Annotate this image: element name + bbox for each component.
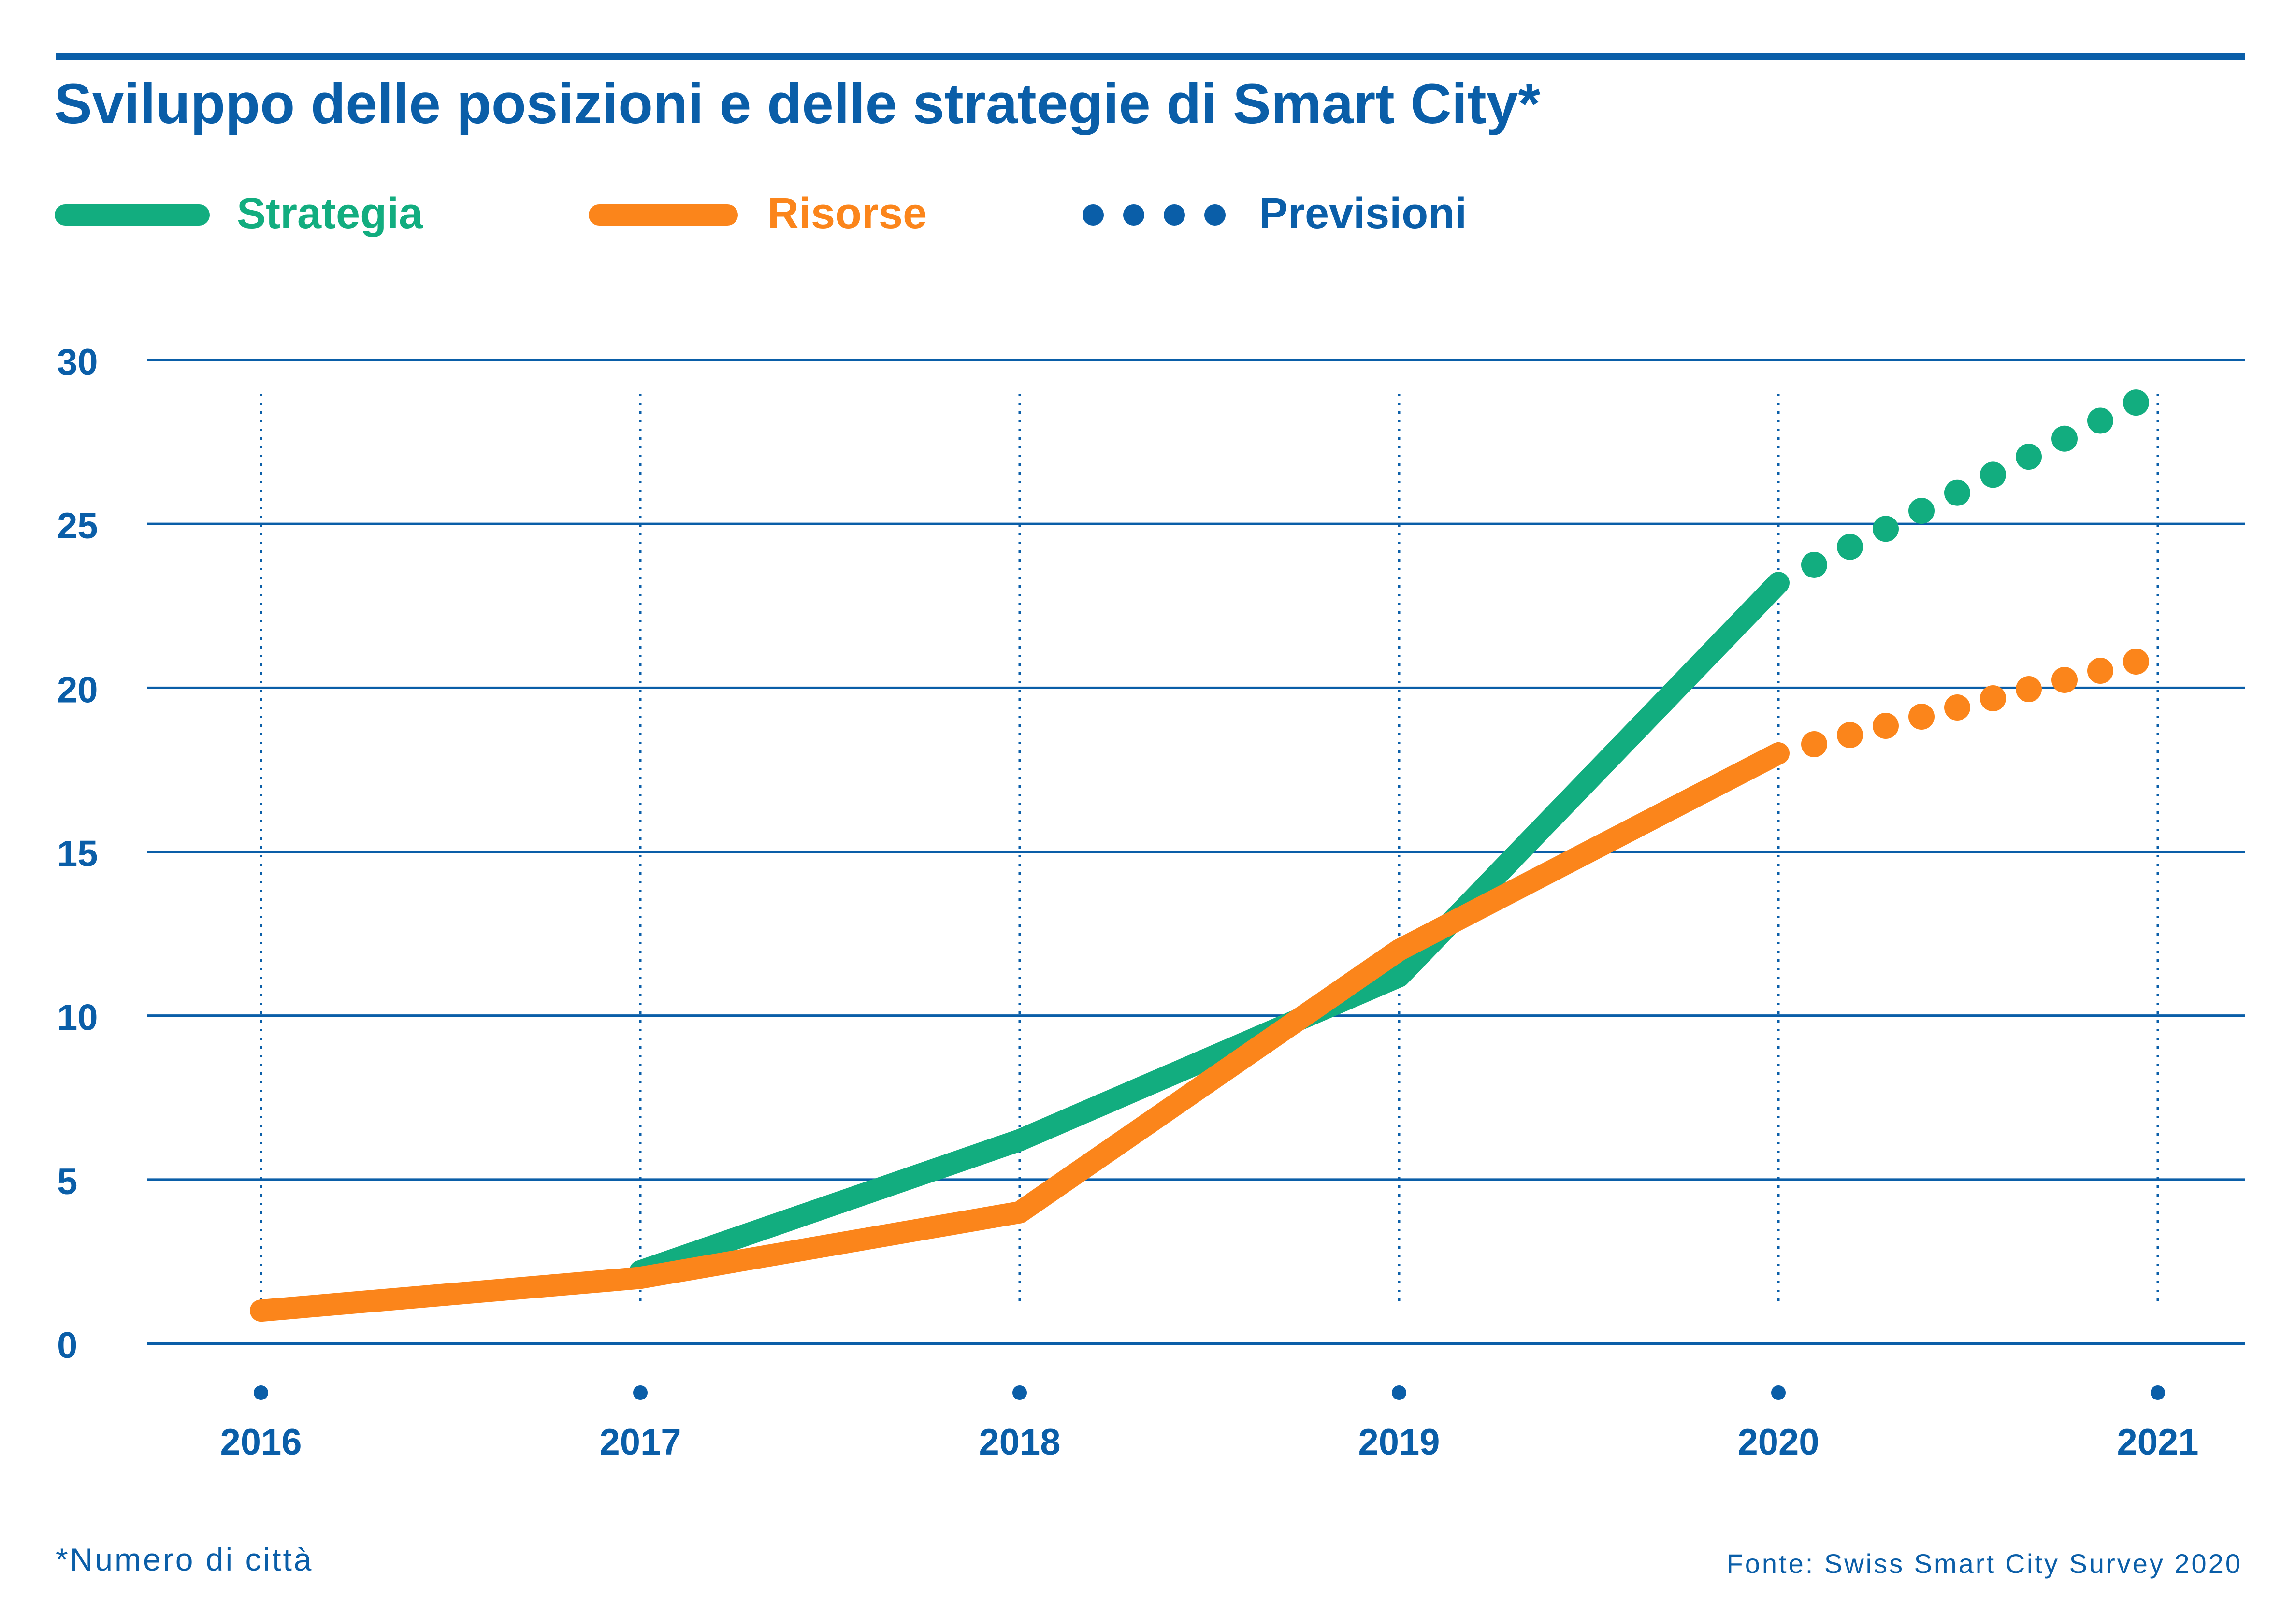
forecast-dot-strategia <box>1908 498 1935 524</box>
y-tick-label: 0 <box>57 1325 77 1366</box>
x-tick-dot <box>1012 1385 1027 1400</box>
forecast-dot-risorse <box>1801 731 1827 758</box>
forecast-dot-strategia <box>1944 479 1970 506</box>
legend-label-previsioni: Previsioni <box>1259 189 1467 238</box>
x-tick-dot <box>254 1385 268 1400</box>
series-line-strategia <box>629 572 1790 1283</box>
footnote: *Numero di città <box>56 1542 314 1577</box>
chart-title: Sviluppo delle posizioni e delle strateg… <box>54 72 1540 136</box>
x-tick-label: 2020 <box>1737 1422 1819 1463</box>
x-tick-label: 2019 <box>1358 1422 1440 1463</box>
plot-area: 0 5 10 15 20 25 30 2016 2017 2018 2019 2020 2021 <box>57 342 2245 1463</box>
forecast-dot-strategia <box>1837 534 1863 560</box>
forecast-dot-strategia <box>1873 516 1899 542</box>
forecast-dot-risorse <box>2016 676 2042 703</box>
x-tick-label: 2018 <box>979 1422 1060 1463</box>
y-tick-label: 20 <box>57 669 98 710</box>
legend-label-strategia: Strategia <box>237 189 423 238</box>
top-rule <box>56 53 2245 60</box>
legend-dot <box>1204 204 1226 226</box>
legend-label-risorse: Risorse <box>767 189 927 238</box>
y-tick-label: 5 <box>57 1161 77 1202</box>
forecast-dot-risorse <box>1944 694 1970 721</box>
forecast-dot-risorse <box>1908 704 1935 730</box>
x-tick-label: 2021 <box>2117 1422 2198 1463</box>
forecast-dot-risorse <box>2051 667 2078 693</box>
y-tick-label: 25 <box>57 505 98 547</box>
forecast-dot-strategia <box>2051 425 2078 452</box>
forecast-dot-strategia <box>2123 389 2149 416</box>
legend-dot <box>1164 204 1185 226</box>
forecast-dot-risorse <box>2087 658 2113 684</box>
legend-swatch-previsioni <box>1083 204 1226 226</box>
x-tick-dot <box>1771 1385 1786 1400</box>
x-tick-label: 2017 <box>599 1422 681 1463</box>
forecast-dot-risorse <box>2123 649 2149 675</box>
forecast-dot-strategia <box>2087 407 2113 434</box>
x-tick-dot <box>633 1385 648 1400</box>
forecast-dot-strategia <box>1801 551 1827 578</box>
forecast-dot-risorse <box>1980 685 2006 712</box>
y-tick-label: 15 <box>57 834 98 875</box>
forecast-dot-strategia <box>2016 444 2042 470</box>
legend-dot <box>1083 204 1104 226</box>
x-tick-dot <box>1392 1385 1406 1400</box>
forecast-dot-risorse <box>1837 722 1863 749</box>
legend-dot <box>1123 204 1144 226</box>
forecast-dot-risorse <box>1873 713 1899 739</box>
forecast-dot-strategia <box>1980 461 2006 488</box>
y-tick-label: 30 <box>57 342 98 383</box>
legend: Strategia Risorse Previsioni <box>55 189 1467 238</box>
source-note: Fonte: Swiss Smart City Survey 2020 <box>1727 1548 2242 1579</box>
x-tick-dot <box>2151 1385 2165 1400</box>
series-line-risorse <box>250 742 1790 1322</box>
y-tick-label: 10 <box>57 997 98 1038</box>
x-tick-label: 2016 <box>220 1422 302 1463</box>
